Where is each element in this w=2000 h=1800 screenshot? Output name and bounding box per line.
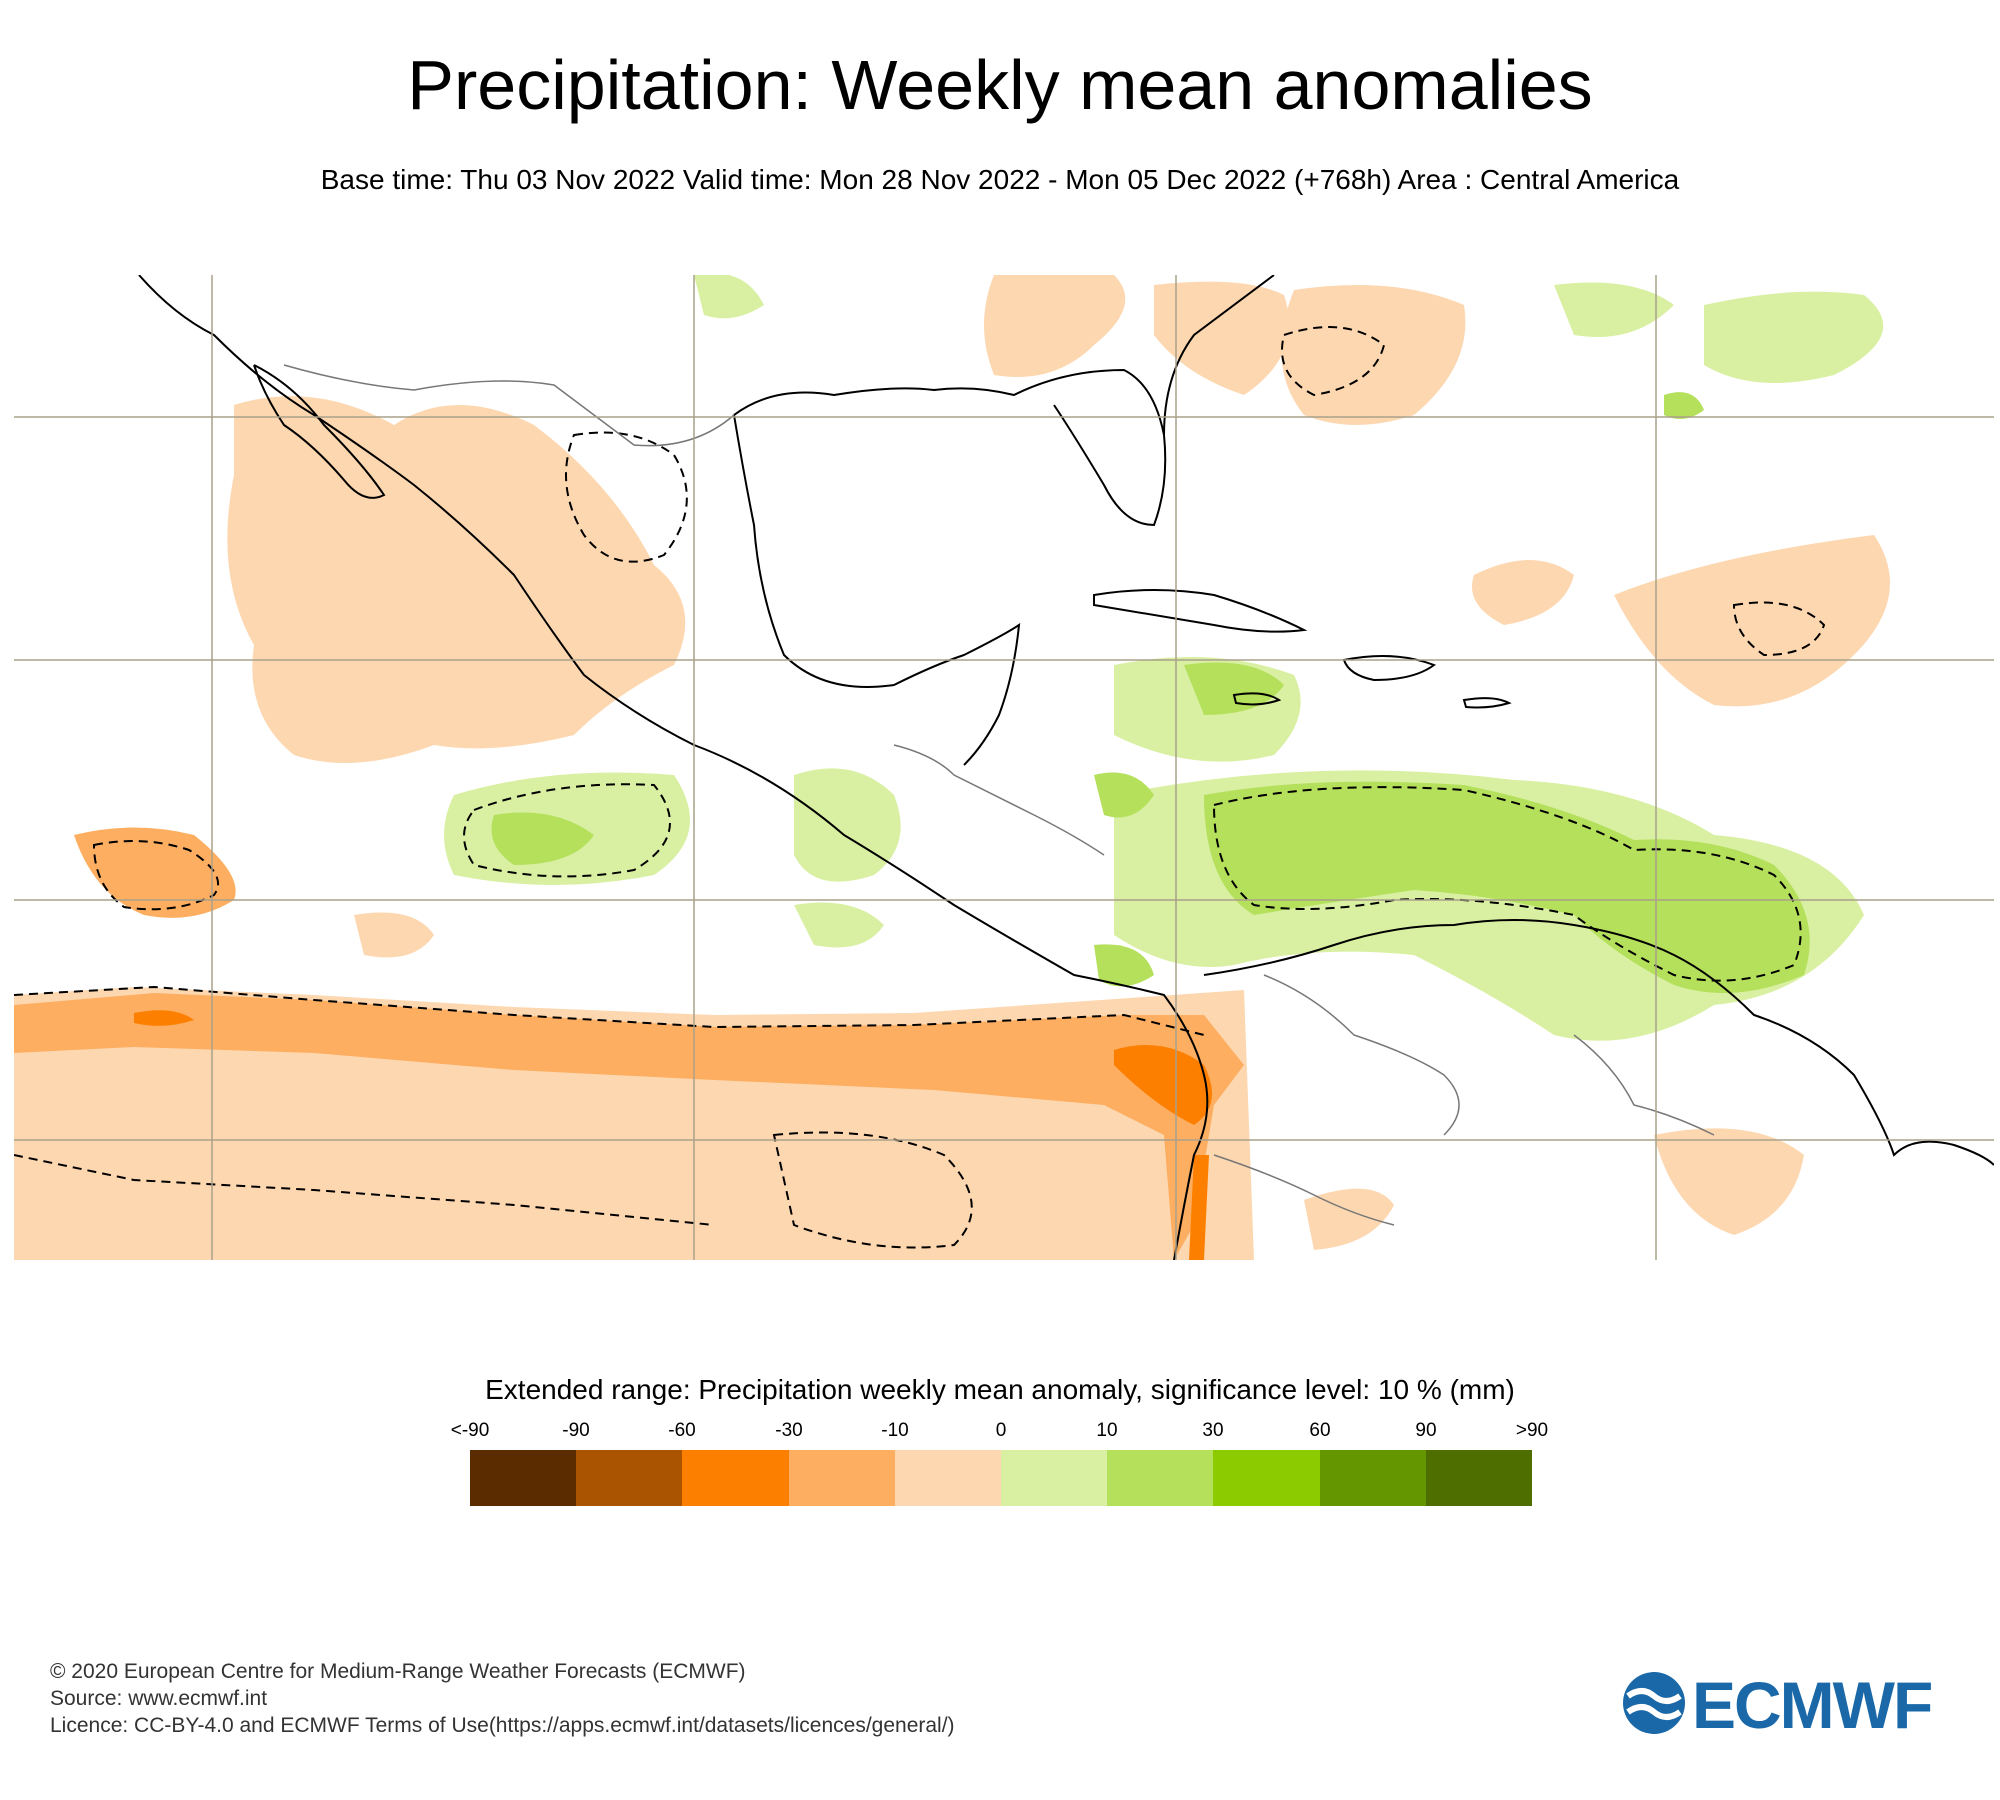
legend-swatch — [576, 1450, 683, 1506]
legend-tick: -90 — [562, 1420, 590, 1441]
source-text: Source: www.ecmwf.int — [50, 1687, 268, 1710]
legend-tick: 0 — [995, 1420, 1007, 1441]
significance-contours — [14, 326, 1826, 1249]
ecmwf-logo: ECMWF — [1623, 1668, 1933, 1738]
legend-tick: 30 — [1202, 1420, 1224, 1441]
anomaly-region — [1189, 1155, 1209, 1260]
legend-swatch — [894, 1450, 1002, 1506]
legend-swatch — [1107, 1450, 1214, 1506]
anomaly-region — [694, 275, 764, 319]
legend-tick: -10 — [881, 1420, 909, 1441]
coastline-puerto-rico — [1462, 697, 1512, 709]
legend-ticks: <-90 -90 -60 -30 -10 0 10 30 60 90 >90 — [451, 1418, 1548, 1444]
significance-contour — [772, 1131, 973, 1249]
anomaly-region — [1704, 291, 1884, 383]
legend-swatch — [788, 1450, 895, 1506]
coastline-baja-california — [253, 364, 386, 499]
legend-swatch — [1425, 1450, 1533, 1506]
border-venezuela-guyana — [1573, 1034, 1715, 1136]
legend-swatch — [1001, 1450, 1108, 1506]
legend-tick: >90 — [1515, 1420, 1549, 1441]
coastline-hispaniola — [1342, 655, 1437, 682]
licence-text: Licence: CC-BY-4.0 and ECMWF Terms of Us… — [50, 1714, 955, 1737]
anomaly-region — [794, 768, 901, 882]
legend-tick: 60 — [1309, 1420, 1331, 1441]
significance-contour — [14, 1154, 715, 1226]
significance-contour — [565, 431, 688, 563]
anomaly-region — [1184, 662, 1284, 715]
anomaly-green-regions — [491, 392, 1810, 993]
significance-contour — [1212, 786, 1802, 982]
anomaly-orange-regions — [14, 827, 1244, 1260]
anomaly-region — [227, 396, 686, 763]
footer-credits: © 2020 European Centre for Medium-Range … — [50, 1658, 955, 1739]
legend-tick: 90 — [1415, 1420, 1437, 1441]
anomaly-dark-orange-regions — [134, 1010, 1212, 1260]
anomaly-region — [1664, 392, 1704, 419]
legend-swatch — [682, 1450, 789, 1506]
chart-subtitle: Base time: Thu 03 Nov 2022 Valid time: M… — [320, 164, 1680, 195]
legend-tick: -60 — [668, 1420, 696, 1441]
anomaly-region — [1614, 535, 1890, 707]
legend-swatch — [1319, 1450, 1426, 1506]
anomaly-region — [984, 275, 1126, 377]
legend-swatch — [470, 1450, 577, 1506]
anomaly-region — [1204, 781, 1810, 993]
anomaly-light-orange-regions — [14, 275, 1890, 1260]
ecmwf-logo-mark — [1623, 1672, 1685, 1734]
anomaly-region — [1094, 772, 1154, 818]
coastline-south-america-north — [1203, 919, 1994, 1166]
border-us-mexico — [283, 364, 735, 447]
coastline-north-america-pacific — [138, 275, 1209, 1260]
anomaly-region — [1554, 282, 1674, 337]
anomaly-region — [14, 993, 1244, 1260]
political-borders — [283, 364, 1715, 1226]
coastline-western-gulf — [733, 414, 1021, 766]
anomaly-region — [1094, 944, 1154, 987]
ecmwf-logo-text: ECMWF — [1692, 1668, 1931, 1738]
significance-contour — [1732, 601, 1826, 657]
coastline-east-us — [1163, 275, 1275, 436]
anomaly-region — [1154, 281, 1289, 395]
anomaly-region — [794, 902, 884, 948]
coastline-jamaica — [1232, 692, 1282, 706]
border-colombia-ecuador-peru — [1213, 1154, 1395, 1226]
anomaly-region — [354, 912, 434, 958]
border-central-america — [893, 744, 1105, 856]
anomaly-region — [491, 812, 594, 865]
significance-contour — [1281, 326, 1386, 397]
anomaly-region — [1114, 1045, 1212, 1125]
significance-contour — [92, 840, 219, 911]
coastlines — [138, 275, 1994, 1260]
anomaly-region — [74, 827, 236, 918]
chart-title: Precipitation: Weekly mean anomalies — [407, 46, 1593, 124]
coastline-gulf-of-mexico — [733, 368, 1167, 527]
anomaly-region — [1281, 285, 1466, 425]
significance-contour — [463, 783, 671, 878]
legend-title: Extended range: Precipitation weekly mea… — [485, 1374, 1515, 1405]
graticule — [14, 275, 1994, 1260]
legend-tick: 10 — [1096, 1420, 1118, 1441]
anomaly-region — [1472, 560, 1574, 625]
legend-swatch — [1213, 1450, 1320, 1506]
border-colombia-venezuela — [1263, 974, 1460, 1136]
anomaly-region — [1654, 1128, 1804, 1235]
anomaly-map — [14, 275, 1994, 1260]
legend-tick: <-90 — [450, 1420, 490, 1441]
significance-contour — [14, 985, 1205, 1036]
anomaly-region — [1304, 1188, 1394, 1250]
legend-tick: -30 — [775, 1420, 803, 1441]
legend-colorbar — [470, 1450, 1533, 1506]
copyright-text: © 2020 European Centre for Medium-Range … — [50, 1660, 746, 1683]
coastline-cuba — [1093, 589, 1308, 633]
anomaly-region — [134, 1010, 194, 1026]
